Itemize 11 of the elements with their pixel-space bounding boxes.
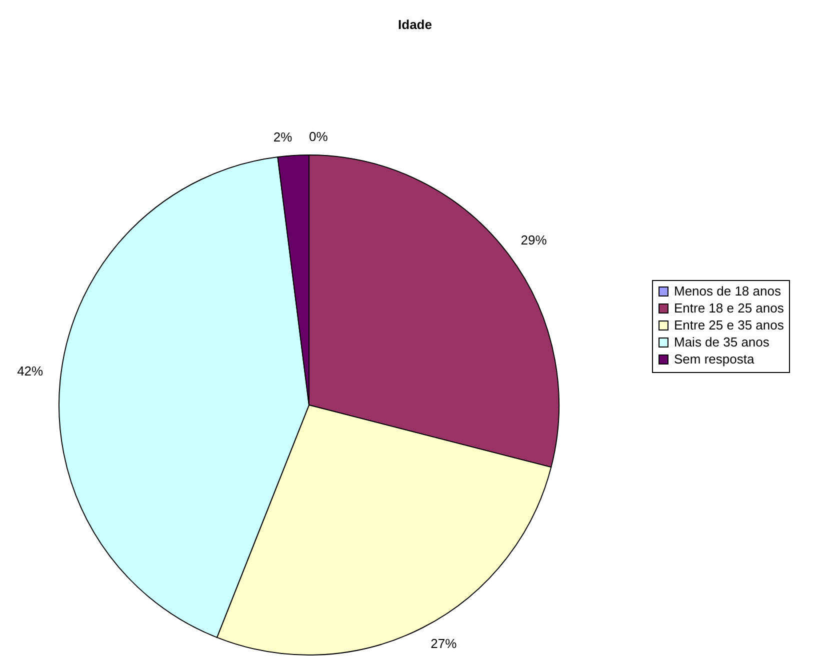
- legend-label: Entre 18 e 25 anos: [674, 300, 784, 316]
- legend-label: Menos de 18 anos: [674, 284, 782, 298]
- legend-label: Mais de 35 anos: [674, 334, 770, 350]
- data-label: 29%: [520, 232, 548, 248]
- legend-label: Entre 25 e 35 anos: [674, 318, 784, 332]
- chart-title: Idade: [398, 17, 432, 32]
- data-label: 2%: [273, 130, 293, 145]
- data-label: 27%: [430, 636, 458, 651]
- text: 0%: [309, 129, 328, 144]
- data-label: 42%: [17, 363, 44, 378]
- legend-label: Sem resposta: [674, 352, 755, 366]
